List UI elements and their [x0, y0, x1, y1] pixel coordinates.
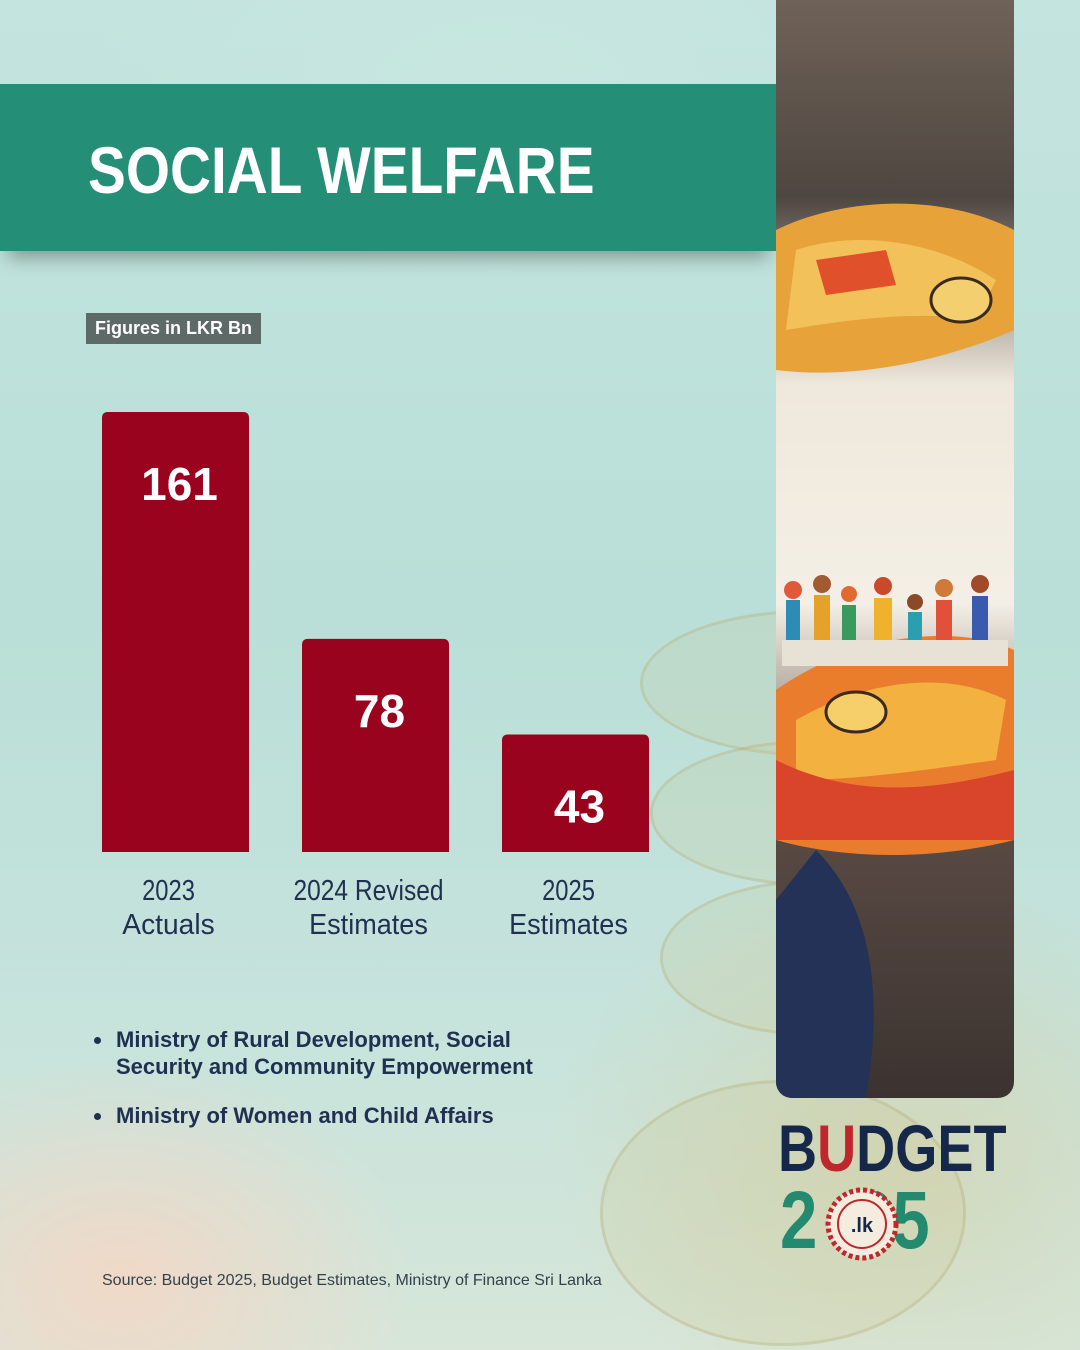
category-label: Actuals [122, 909, 214, 941]
ministry-line: Ministry of Women and Child Affairs [116, 1103, 494, 1128]
logo-letter: U [817, 1111, 857, 1185]
category-label: 2025 [542, 875, 595, 907]
page-title: SOCIAL WELFARE [88, 133, 595, 207]
category-label: Estimates [509, 909, 628, 941]
ministry-line: Ministry of Rural Development, Social [116, 1027, 511, 1052]
logo-seal-icon: .lk [825, 1187, 899, 1261]
logo-year-digit: 2 [780, 1175, 818, 1266]
logo-letter: T [973, 1111, 1007, 1185]
bar [302, 638, 449, 852]
logo-letter: D [856, 1111, 896, 1185]
bar [102, 412, 249, 852]
bar-value-label: 78 [354, 685, 405, 737]
hands-illustration [776, 0, 1014, 1098]
bullet-icon [94, 1113, 101, 1120]
source-note: Source: Budget 2025, Budget Estimates, M… [102, 1272, 602, 1289]
bar-value-label: 161 [141, 458, 218, 510]
ministry-item: Ministry of Rural Development, Social Se… [92, 1026, 652, 1080]
illustration-panel [776, 0, 1014, 1098]
category-label: Estimates [309, 909, 428, 941]
bar-value-label: 43 [554, 780, 605, 832]
title-banner [0, 84, 776, 251]
logo-letter: B [778, 1111, 818, 1185]
bar [502, 734, 649, 852]
ministry-list: Ministry of Rural Development, Social Se… [92, 1026, 652, 1151]
logo-budget-word: BUDGET [778, 1115, 1007, 1181]
category-label: 2024 Revised [294, 875, 444, 907]
logo-domain: .lk [851, 1215, 874, 1237]
ministry-line: Security and Community Empowerment [116, 1054, 533, 1079]
ministry-item: Ministry of Women and Child Affairs [92, 1102, 652, 1129]
units-badge: Figures in LKR Bn [86, 313, 261, 344]
logo-letter: G [895, 1111, 938, 1185]
logo-letter: E [937, 1111, 974, 1185]
people-illustration [782, 575, 1008, 666]
category-label: 2023 [142, 875, 195, 907]
coin-decoration [600, 1080, 966, 1346]
bullet-icon [94, 1037, 101, 1044]
